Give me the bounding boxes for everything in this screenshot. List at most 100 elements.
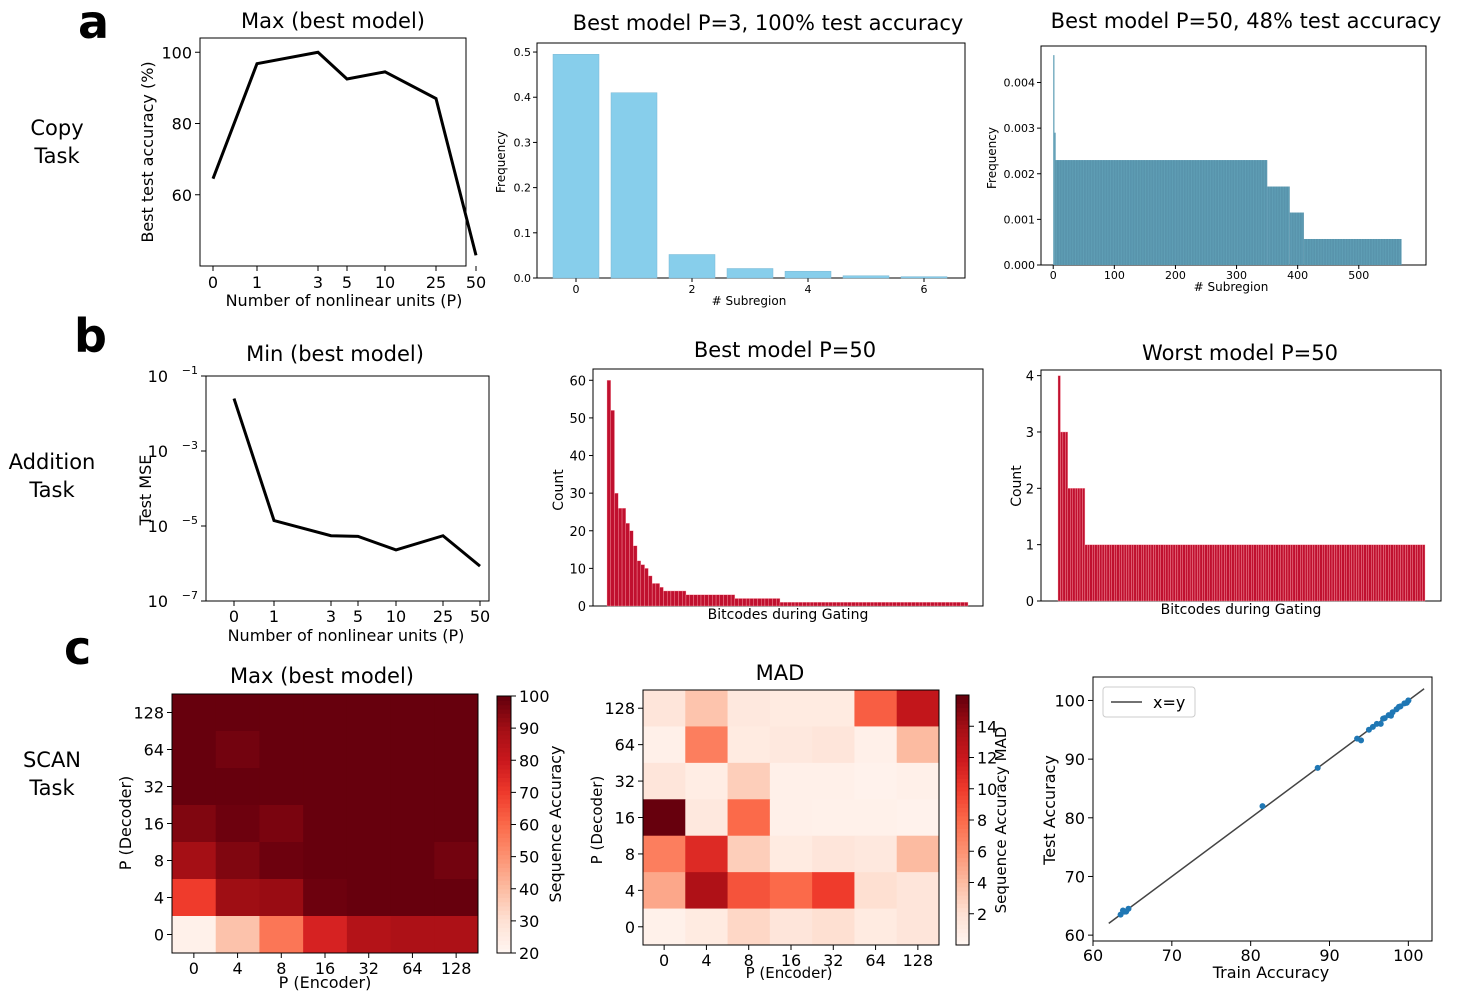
bar: [1302, 544, 1306, 602]
bar: [610, 92, 658, 279]
bar: [1221, 544, 1225, 602]
bar: [1278, 544, 1281, 602]
heatmap-cell: [215, 768, 260, 806]
bar: [1123, 544, 1127, 602]
colorbar-segment: [497, 880, 511, 886]
bar: [1138, 544, 1142, 602]
colorbar-segment: [956, 890, 969, 896]
colorbar-segment: [497, 815, 511, 821]
y-tick-label: 128: [133, 704, 164, 723]
chart-title: Best model P=50, 48% test accuracy: [1051, 9, 1442, 33]
y-tick-label: 1: [1026, 539, 1034, 554]
x-tick-label: 128: [903, 951, 934, 970]
y-tick-base: 10: [148, 517, 168, 536]
bar: [1326, 544, 1330, 602]
colorbar-segment: [497, 888, 511, 894]
y-axis-label: Best test accuracy (%): [138, 61, 157, 242]
bar: [1204, 544, 1208, 602]
colorbar-segment: [497, 721, 511, 727]
heatmap-cell: [896, 835, 940, 873]
bar: [1229, 544, 1232, 602]
x-tick-label: 1: [252, 273, 262, 292]
heatmap-cell: [685, 762, 729, 800]
bar: [730, 594, 736, 607]
y-tick-label: 4: [625, 881, 635, 900]
heatmap-cell: [346, 731, 392, 769]
bar: [719, 594, 724, 607]
bar: [1378, 544, 1382, 602]
bar: [956, 602, 961, 607]
heatmap-cell: [303, 842, 348, 880]
plot-frame: [536, 42, 966, 279]
colorbar-tick-label: 70: [519, 783, 539, 802]
bar: [779, 602, 784, 607]
scatter-point: [1388, 712, 1395, 719]
bar: [644, 568, 649, 607]
heatmap-cell: [769, 799, 813, 837]
colorbar-segment: [956, 782, 969, 788]
x-tick-label: 8: [276, 959, 286, 978]
heatmap-cell: [259, 805, 304, 843]
row-label-copy-2: Task: [33, 144, 80, 168]
colorbar-segment: [497, 798, 511, 804]
x-tick-label: 8: [744, 951, 754, 970]
y-axis-label: P (Decoder): [116, 776, 135, 871]
heatmap-cell: [172, 879, 217, 917]
bar: [1096, 544, 1100, 602]
heatmap-cell: [685, 690, 729, 727]
heatmap-cell: [727, 908, 771, 946]
bar: [1344, 544, 1347, 602]
y-tick-label: 100: [161, 43, 192, 62]
heatmap-cell: [854, 872, 898, 910]
bar: [787, 602, 792, 607]
row-label-addition-2: Task: [28, 478, 75, 502]
colorbar-segment: [497, 820, 511, 826]
bar: [1209, 544, 1213, 602]
bar: [866, 602, 871, 607]
bar: [949, 602, 954, 607]
colorbar-segment: [956, 820, 969, 825]
y-tick-label: 16: [615, 809, 635, 828]
row-label-scan-2: Task: [28, 776, 75, 800]
bar: [636, 560, 642, 607]
colorbar-segment: [956, 757, 969, 763]
y-tick-label: 20: [569, 525, 586, 540]
colorbar-segment: [956, 903, 969, 909]
chart-title: MAD: [756, 661, 805, 685]
bar: [697, 594, 702, 607]
bar: [892, 602, 897, 607]
x-tick-label: 50: [466, 273, 486, 292]
bar: [1077, 488, 1081, 602]
bar: [1216, 544, 1220, 602]
colorbar-segment: [956, 753, 969, 759]
colorbar-segment: [956, 832, 969, 838]
bar: [1368, 544, 1372, 602]
x-tick-label: 3: [313, 273, 323, 292]
x-tick-label: 64: [402, 959, 422, 978]
colorbar-segment: [956, 711, 969, 717]
bar: [1358, 544, 1362, 602]
bar: [1194, 544, 1198, 602]
y-tick-base: 10: [148, 592, 168, 611]
bar: [1074, 488, 1078, 602]
colorbar-segment: [497, 734, 511, 740]
y-tick-label: 60: [1065, 926, 1085, 945]
heatmap-cell: [434, 916, 479, 954]
bar: [885, 602, 890, 607]
bar: [1116, 544, 1120, 602]
bar: [1185, 544, 1188, 602]
bar: [1165, 544, 1169, 602]
colorbar-segment: [497, 931, 511, 937]
bar: [1273, 544, 1276, 602]
x-tick-label: 300: [1226, 269, 1247, 282]
bar: [1295, 544, 1298, 602]
bar: [1351, 544, 1355, 602]
heatmap-cell: [390, 842, 435, 880]
bar: [828, 602, 833, 607]
colorbar-segment: [497, 794, 511, 800]
bar: [1177, 544, 1181, 602]
colorbar-segment: [956, 720, 969, 725]
colorbar-segment: [956, 940, 969, 946]
heatmap-cell: [896, 690, 940, 727]
bar: [1092, 544, 1095, 602]
